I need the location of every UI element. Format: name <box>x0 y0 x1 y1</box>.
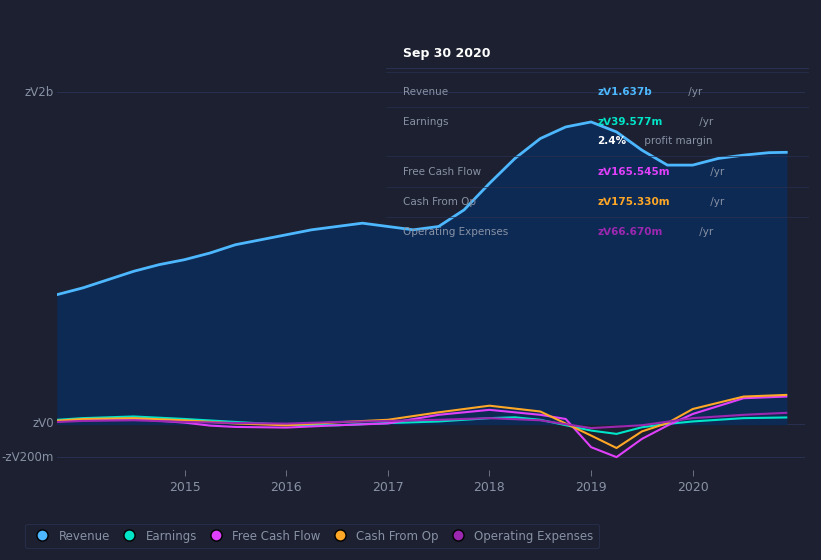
Text: zᐯ66.670m: zᐯ66.670m <box>598 227 663 237</box>
Text: /yr: /yr <box>696 117 713 127</box>
Text: /yr: /yr <box>707 197 724 207</box>
Text: zᐯ39.577m: zᐯ39.577m <box>598 117 663 127</box>
Text: Operating Expenses: Operating Expenses <box>403 227 508 237</box>
Legend: Revenue, Earnings, Free Cash Flow, Cash From Op, Operating Expenses: Revenue, Earnings, Free Cash Flow, Cash … <box>25 524 599 548</box>
Text: /yr: /yr <box>686 87 703 97</box>
Text: -zᐯ200m: -zᐯ200m <box>2 451 53 464</box>
Text: 2.4%: 2.4% <box>598 137 626 146</box>
Text: /yr: /yr <box>707 166 724 176</box>
Text: Cash From Op: Cash From Op <box>403 197 476 207</box>
Text: Sep 30 2020: Sep 30 2020 <box>403 46 490 59</box>
Text: Free Cash Flow: Free Cash Flow <box>403 166 481 176</box>
Text: zᐯ1.637b: zᐯ1.637b <box>598 87 652 97</box>
Text: Earnings: Earnings <box>403 117 448 127</box>
Text: /yr: /yr <box>696 227 713 237</box>
Text: Revenue: Revenue <box>403 87 448 97</box>
Text: zᐯ165.545m: zᐯ165.545m <box>598 166 670 176</box>
Text: zᐯ2b: zᐯ2b <box>25 86 53 99</box>
Text: profit margin: profit margin <box>641 137 713 146</box>
Text: zᐯ0: zᐯ0 <box>32 417 53 431</box>
Text: zᐯ175.330m: zᐯ175.330m <box>598 197 670 207</box>
